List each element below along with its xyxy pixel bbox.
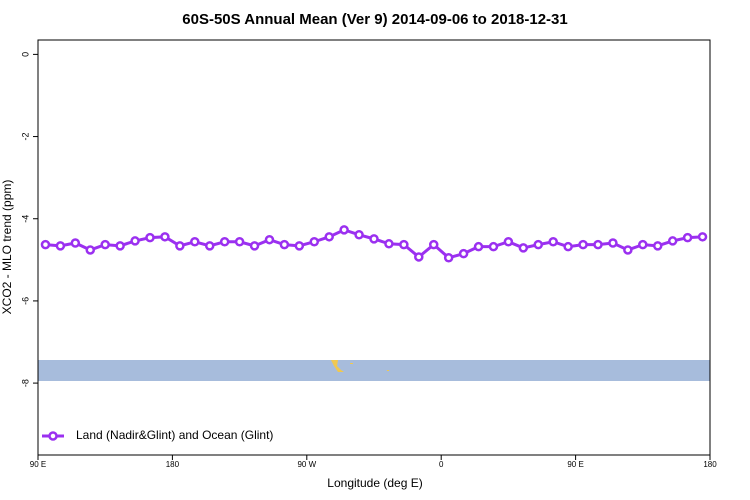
legend-label: Land (Nadir&Glint) and Ocean (Glint) [76, 428, 273, 442]
point [354, 230, 364, 240]
point [667, 236, 678, 246]
point [130, 236, 140, 246]
y-tick-label: -2 [20, 133, 30, 141]
point [100, 239, 110, 250]
x-tick-label: 180 [703, 460, 717, 469]
y-axis-label: XCO2 - MLO trend (ppm) [0, 180, 14, 315]
x-axis-label: Longitude (deg E) [327, 476, 422, 490]
point [608, 238, 618, 248]
map-strip [38, 360, 710, 381]
point [339, 225, 349, 235]
point [652, 241, 663, 251]
point [458, 248, 469, 259]
point [279, 239, 290, 250]
point [294, 241, 305, 251]
point [548, 236, 558, 247]
point [518, 243, 529, 253]
point [160, 232, 170, 242]
point [85, 245, 96, 255]
point [309, 236, 320, 247]
point [682, 232, 693, 243]
y-tick-label: -4 [20, 215, 30, 223]
point [234, 236, 245, 247]
y-tick-label: -8 [20, 379, 30, 387]
point [428, 239, 439, 250]
point [697, 232, 708, 242]
point [249, 241, 260, 251]
y-tick-label: 0 [20, 52, 30, 57]
x-tick-label: 90 E [567, 460, 583, 469]
legend-marker [48, 431, 58, 441]
point [219, 236, 230, 247]
point [533, 239, 544, 250]
y-tick-label: -6 [20, 297, 30, 305]
point [399, 239, 409, 250]
plot-frame [37, 39, 711, 456]
point [55, 241, 66, 251]
point [503, 236, 514, 247]
chart-title: 60S-50S Annual Mean (Ver 9) 2014-09-06 t… [182, 11, 567, 28]
point [204, 241, 215, 251]
point [563, 241, 573, 252]
point [578, 239, 588, 250]
point [369, 234, 379, 244]
series-line [45, 228, 703, 260]
point [175, 241, 185, 251]
point [264, 234, 275, 245]
point [70, 238, 81, 248]
x-tick-label: 90 E [30, 460, 46, 469]
point [414, 252, 424, 262]
point [638, 239, 648, 250]
point [488, 241, 499, 252]
point [190, 236, 200, 247]
point [40, 239, 51, 250]
point [593, 239, 603, 250]
point [623, 245, 633, 255]
point [324, 232, 334, 242]
point [145, 232, 155, 243]
point [473, 241, 484, 252]
point [443, 253, 454, 263]
x-tick-label: 180 [166, 460, 180, 469]
point [115, 241, 125, 251]
point [384, 239, 394, 249]
x-tick-label: 0 [439, 460, 444, 469]
x-tick-label: 90 W [297, 460, 316, 469]
